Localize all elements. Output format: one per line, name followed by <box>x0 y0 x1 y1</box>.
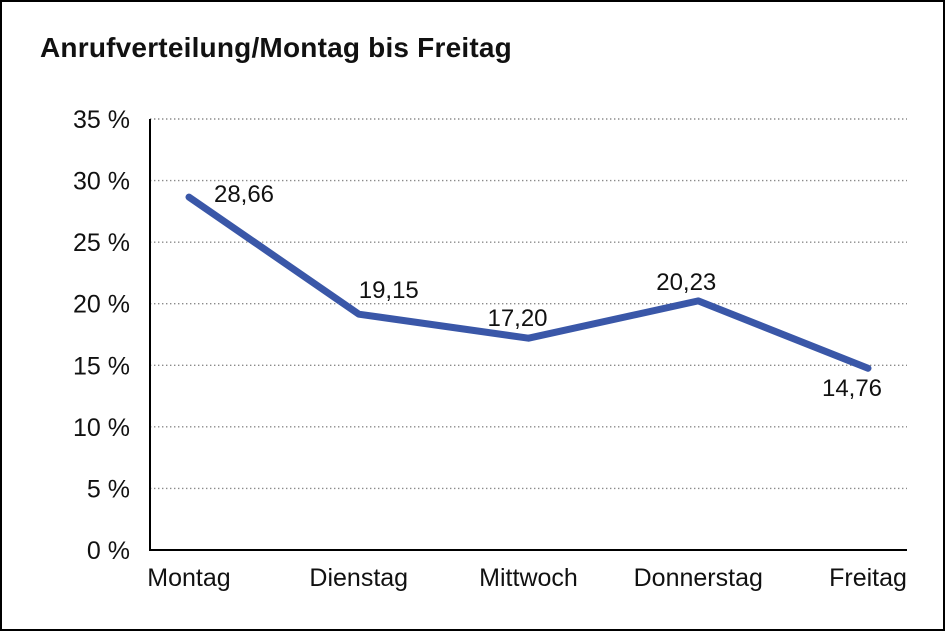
x-category-label: Donnerstag <box>634 564 763 592</box>
y-axis-tick-labels: 0 % 5 % 10 % 15 % 20 % 25 % 30 % 35 % <box>73 106 130 565</box>
y-tick-label: 35 % <box>73 106 130 134</box>
y-tick-label: 20 % <box>73 291 130 319</box>
x-category-label: Montag <box>147 564 230 592</box>
x-category-label: Mittwoch <box>479 564 578 592</box>
x-category-label: Dienstag <box>309 564 408 592</box>
y-tick-label: 0 % <box>87 537 130 565</box>
data-point-label: 14,76 <box>822 375 882 402</box>
y-tick-label: 25 % <box>73 229 130 257</box>
series-polyline <box>185 193 872 372</box>
gridlines <box>150 118 907 490</box>
data-point-labels: 28,66 19,15 17,20 20,23 14,76 <box>214 181 882 402</box>
data-point-label: 19,15 <box>359 277 419 304</box>
data-point-label: 28,66 <box>214 181 274 208</box>
y-tick-label: 30 % <box>73 168 130 196</box>
axes <box>149 119 907 551</box>
data-point-label: 17,20 <box>487 305 547 332</box>
x-axis-category-labels: Montag Dienstag Mittwoch Donnerstag Freitag <box>147 564 907 592</box>
y-tick-label: 15 % <box>73 352 130 380</box>
data-point-label: 20,23 <box>656 269 716 296</box>
chart-title: Anrufverteilung/Montag bis Freitag <box>40 32 512 63</box>
data-series-line <box>185 193 872 372</box>
x-category-label: Freitag <box>829 564 907 592</box>
y-tick-label: 5 % <box>87 475 130 503</box>
y-tick-label: 10 % <box>73 414 130 442</box>
